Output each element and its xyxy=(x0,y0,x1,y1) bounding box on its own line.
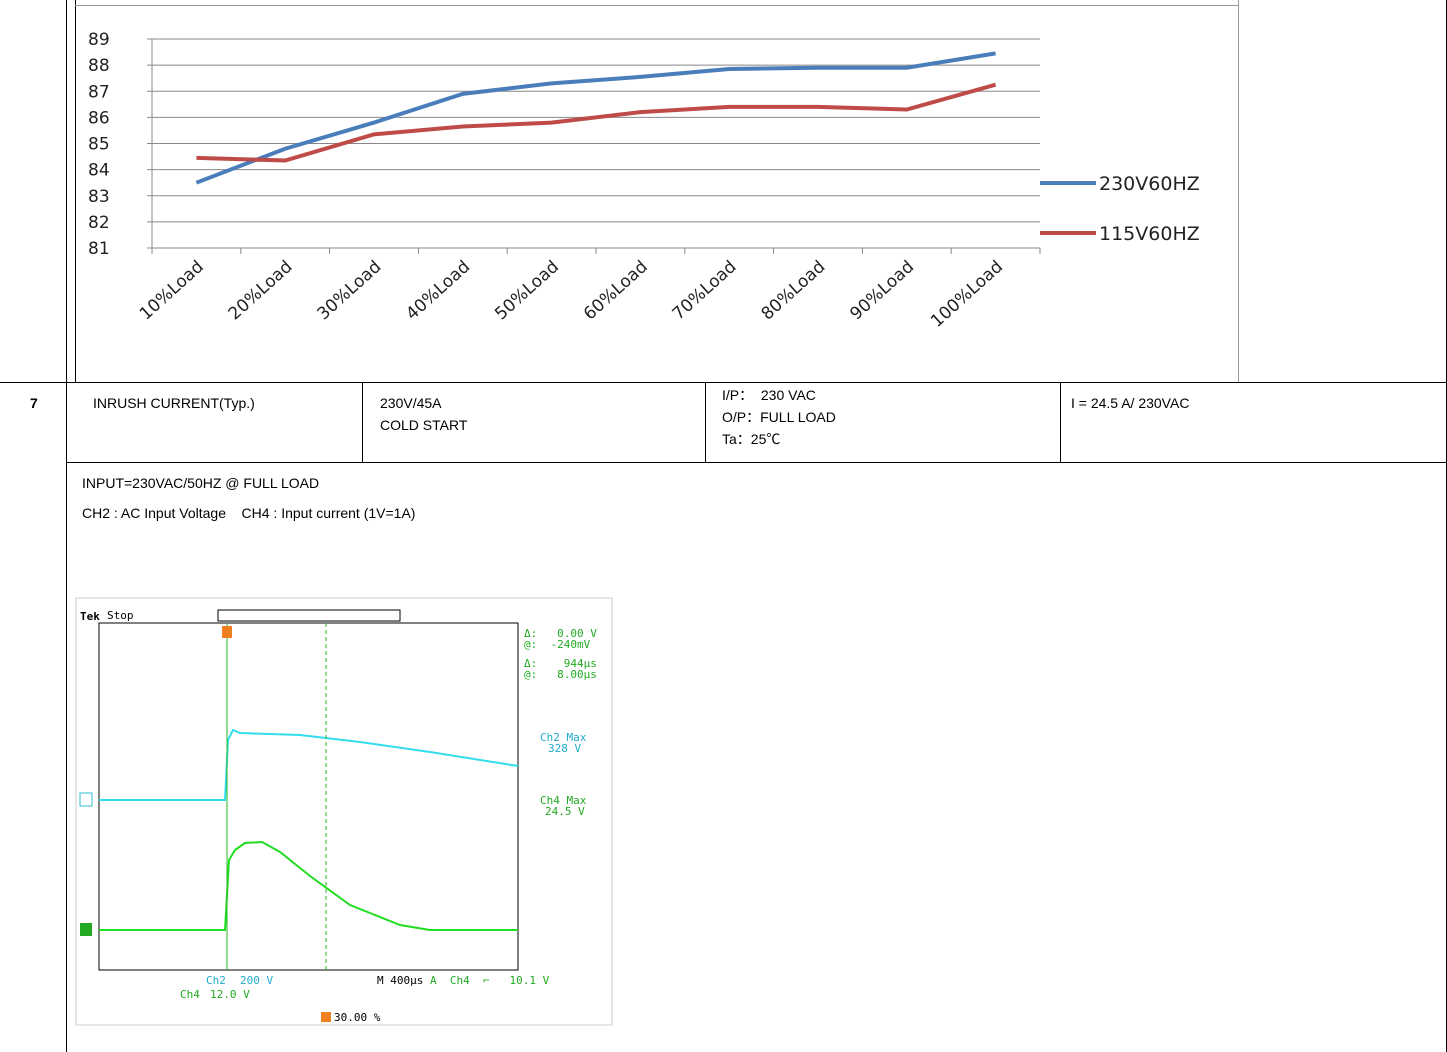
cell-line: I/P： 230 VAC xyxy=(722,384,836,406)
scope-label: 30.00 % xyxy=(334,1011,381,1024)
test-result: I = 24.5 A/ 230VAC xyxy=(1071,392,1189,414)
x-tick-label: 10%Load xyxy=(136,257,208,324)
page: 81 82 83 84 85 86 87 88 89 10%Load 20%Load 30%Load4… xyxy=(0,0,1447,1052)
cell-line: 230V/45A xyxy=(380,392,467,414)
x-tick-label: 60%Load xyxy=(580,257,652,324)
scope-label: @: -240mV xyxy=(524,638,591,651)
row-number: 7 xyxy=(30,392,38,414)
scope-label: 12.0 V xyxy=(210,988,250,1001)
y-tick-label: 84 xyxy=(88,161,110,181)
y-tick-label: 83 xyxy=(88,187,110,207)
scope-label: A Ch4 ⌐ 10.1 V xyxy=(430,974,550,987)
scope-label: 24.5 V xyxy=(545,805,585,818)
x-tick-label: 70%Load xyxy=(669,257,741,324)
x-tick-label: 80%Load xyxy=(758,257,830,324)
y-tick-label: 86 xyxy=(88,108,110,128)
cell-line: COLD START xyxy=(380,414,467,436)
x-tick-label: 20%Load xyxy=(225,257,297,324)
legend-label: 115V60HZ xyxy=(1099,223,1200,245)
y-tick-label: 87 xyxy=(88,82,110,102)
test-item: INRUSH CURRENT(Typ.) xyxy=(93,392,255,414)
note: INPUT=230VAC/50HZ @ FULL LOAD xyxy=(82,468,319,498)
y-tick-label: 85 xyxy=(88,135,110,155)
x-tick-label: 50%Load xyxy=(491,257,563,324)
x-tick-label: 90%Load xyxy=(846,257,918,324)
scope-label: Ch4 xyxy=(180,988,200,1001)
series-line xyxy=(196,85,995,161)
scope-label: M 400µs xyxy=(377,974,423,987)
y-tick-label: 81 xyxy=(88,239,110,259)
cell-line: O/P：FULL LOAD xyxy=(722,406,836,428)
note: CH2 : AC Input Voltage CH4 : Input curre… xyxy=(82,498,415,528)
y-tick-label: 82 xyxy=(88,213,110,233)
scope-label: @: 8.00µs xyxy=(524,668,597,681)
legend-label: 230V60HZ xyxy=(1099,173,1200,195)
x-tick-label: 40%Load xyxy=(402,257,474,324)
scope-label: Stop xyxy=(107,609,134,622)
scope-label: Tek xyxy=(80,610,100,623)
scope-label: 328 V xyxy=(548,742,581,755)
y-tick-label: 88 xyxy=(88,56,110,76)
cell-line: Ta：25℃ xyxy=(722,428,836,450)
scope-label: Ch2 xyxy=(206,974,226,987)
x-tick-label: 30%Load xyxy=(314,257,386,324)
x-tick-label: 100%Load xyxy=(927,257,1007,332)
y-tick-label: 89 xyxy=(88,30,110,50)
scope-label: 200 V xyxy=(240,974,273,987)
